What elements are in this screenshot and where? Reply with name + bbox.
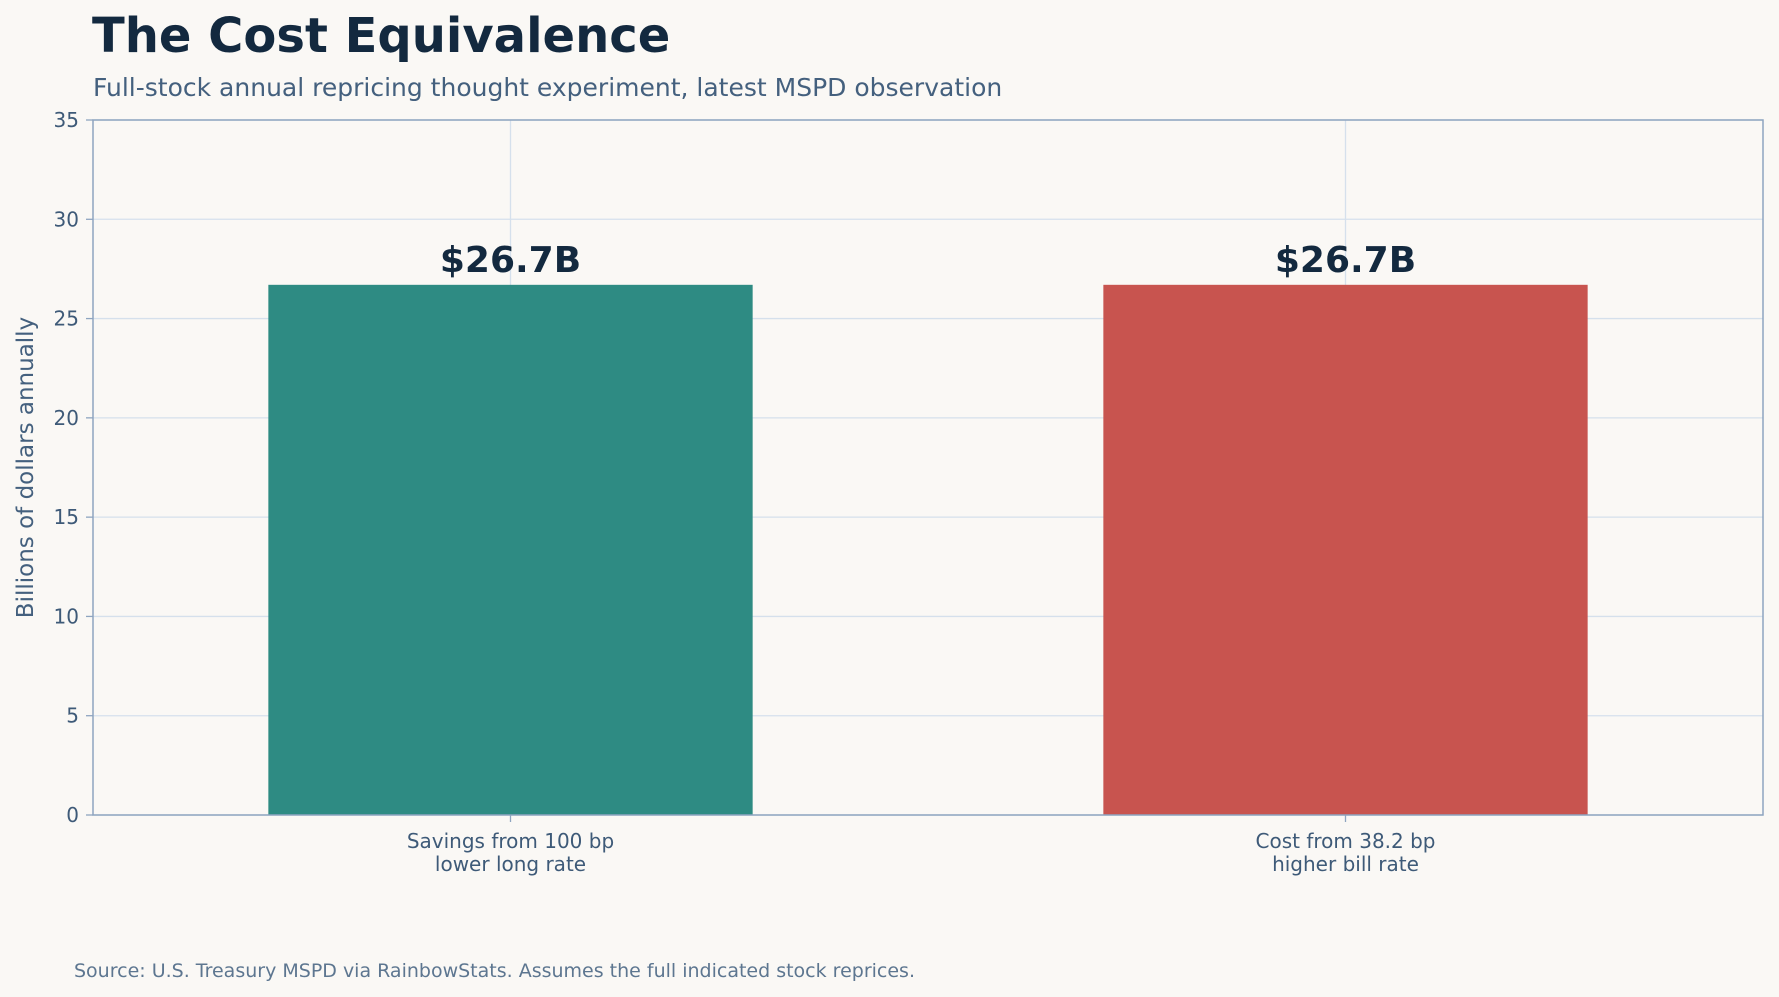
- y-axis-title: Billions of dollars annually: [13, 317, 39, 618]
- y-tick-label: 25: [54, 307, 79, 331]
- x-tick-label: Savings from 100 bp lower long rate: [407, 829, 614, 876]
- y-tick-label: 0: [66, 803, 79, 827]
- labels: 0 5 10 15 20 25 30 35 Savings from 100 bp lower l…: [13, 108, 1436, 876]
- y-tick-label: 30: [54, 207, 79, 231]
- chart-title: The Cost Equivalence: [92, 8, 671, 64]
- y-tick-label: 5: [66, 704, 79, 728]
- x-tick-label: Cost from 38.2 bp higher bill rate: [1256, 829, 1436, 876]
- source-note: Source: U.S. Treasury MSPD via RainbowSt…: [74, 960, 915, 982]
- y-tick-label: 20: [54, 406, 79, 430]
- bar: [1103, 284, 1588, 815]
- chart-subtitle: Full-stock annual repricing thought expe…: [93, 73, 1003, 102]
- plot-frame: [92, 119, 1764, 816]
- axes: [86, 119, 1764, 822]
- y-tick-label: 10: [54, 604, 79, 628]
- bar-data-label: $26.7B: [440, 240, 581, 281]
- bars: [268, 284, 1588, 815]
- y-tick-label: 15: [54, 505, 79, 529]
- y-tick-label: 35: [54, 108, 79, 132]
- bar: [268, 284, 753, 815]
- bar-data-label: $26.7B: [1275, 240, 1416, 281]
